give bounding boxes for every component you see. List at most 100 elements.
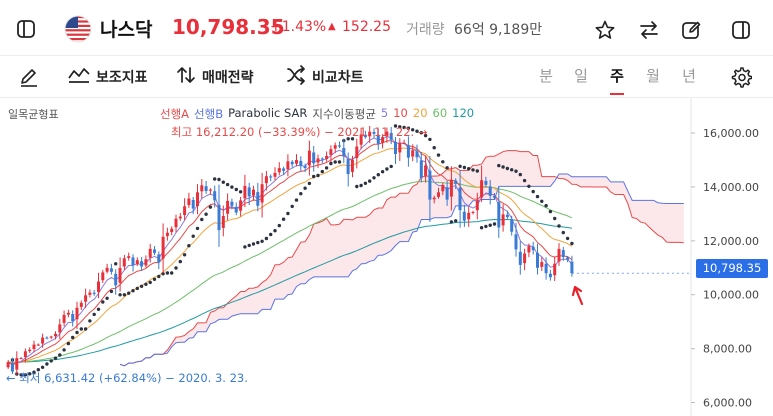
star-icon[interactable]	[592, 17, 618, 43]
y-tick-label: 14,000.00	[703, 181, 759, 194]
chart-canvas[interactable]: 16,000.00 14,000.00 12,000.00 10,000.00 8,00…	[0, 98, 773, 416]
y-tick-label: 8,000.00	[703, 343, 752, 356]
panel-icon[interactable]	[728, 17, 754, 43]
sar-dot	[28, 372, 32, 376]
period-day[interactable]: 일	[574, 67, 588, 85]
sar-dot	[122, 293, 127, 297]
period-month[interactable]: 월	[646, 67, 660, 85]
sar-dot	[527, 184, 531, 188]
sar-dot	[359, 183, 363, 188]
sar-dot	[368, 179, 372, 183]
sar-dot	[269, 232, 273, 237]
candle-body	[570, 261, 574, 274]
trade-strategy-button[interactable]: 매매전략	[176, 64, 254, 90]
sar-dot	[540, 199, 544, 203]
sar-dot	[488, 223, 492, 227]
candle-body	[372, 132, 376, 134]
span-b-line	[119, 173, 684, 367]
candle-body	[243, 185, 247, 199]
sar-dot	[221, 180, 225, 184]
candle-body	[58, 324, 62, 333]
candle-body	[432, 197, 436, 200]
sar-dot	[260, 239, 264, 243]
candle-body	[273, 172, 277, 177]
sar-dot	[290, 204, 294, 209]
candle-body	[144, 259, 148, 266]
pencil-icon[interactable]	[16, 64, 42, 90]
candle-body	[394, 141, 397, 154]
compare-button[interactable]: 비교차트	[286, 64, 364, 90]
candle-body	[88, 292, 92, 295]
sar-dot	[299, 192, 303, 196]
sar-dot	[114, 262, 118, 266]
period-week[interactable]: 주	[605, 64, 629, 95]
sar-dot	[484, 224, 488, 229]
sar-dot	[307, 181, 312, 186]
sar-dot	[432, 146, 436, 150]
sar-dot	[165, 271, 170, 275]
sar-dot	[303, 186, 307, 190]
sar-dot	[544, 204, 548, 208]
candle-body	[350, 160, 354, 172]
sar-dot	[445, 166, 449, 170]
sar-dot	[101, 300, 105, 304]
sar-dot	[570, 241, 574, 246]
candle-body	[561, 250, 565, 257]
sar-dot	[350, 137, 355, 141]
sar-dot	[389, 164, 393, 169]
sar-dot	[187, 244, 191, 248]
candle-body	[66, 312, 70, 315]
change-percent: +1.43%	[270, 19, 327, 35]
change-value: 152.25	[342, 19, 391, 35]
candle-body	[170, 228, 174, 233]
compare-label: 비교차트	[312, 70, 364, 86]
indicator-button[interactable]: 보조지표	[68, 64, 148, 90]
sar-dot	[264, 236, 269, 241]
sar-dot	[49, 359, 53, 363]
sidebar-icon[interactable]	[14, 17, 38, 41]
candle-body	[28, 349, 32, 352]
candle-body	[338, 145, 341, 147]
price-chart[interactable]: 16,000.00 14,000.00 12,000.00 10,000.00 8,00…	[0, 98, 773, 416]
sar-dot	[548, 209, 553, 214]
legend-ma5: 5	[380, 106, 389, 120]
sar-dot	[88, 319, 92, 323]
sar-dot	[346, 137, 350, 141]
sar-dot	[238, 190, 243, 194]
sar-dot	[385, 167, 389, 171]
sar-dot	[518, 172, 522, 177]
candle-body	[458, 187, 462, 211]
sar-dot	[561, 230, 565, 235]
candle-body	[540, 262, 544, 267]
candle-body	[312, 152, 316, 164]
candle-body	[226, 200, 230, 214]
legend-ma10: 10	[393, 106, 408, 120]
candle-body	[389, 132, 393, 140]
candle-body	[527, 246, 531, 253]
sar-dot	[402, 125, 406, 130]
candle-body	[32, 344, 36, 349]
sar-dot	[32, 370, 36, 374]
candle-body	[475, 200, 479, 211]
sar-dot	[514, 169, 518, 173]
swap-icon[interactable]	[636, 17, 662, 43]
quote-header: 나스닥 10,798.35 +1.43% ▲ 152.25 거래량 66억 9,…	[0, 0, 773, 56]
sar-dot	[148, 280, 152, 285]
sar-dot	[531, 189, 535, 194]
sar-dot	[19, 373, 23, 377]
period-year[interactable]: 년	[682, 67, 696, 85]
candle-body	[548, 273, 552, 278]
sar-dot	[497, 163, 501, 168]
sar-dot	[467, 167, 471, 171]
candle-body	[557, 248, 561, 262]
candle-body	[415, 151, 419, 158]
sar-dot	[449, 220, 454, 224]
candle-body	[174, 218, 178, 228]
y-tick-label: 10,000.00	[703, 289, 759, 302]
gear-icon[interactable]	[728, 64, 754, 90]
edit-icon[interactable]	[678, 17, 704, 43]
candle-body	[6, 362, 10, 368]
sar-dot	[247, 243, 251, 248]
legend-ma20: 20	[412, 106, 428, 120]
period-minute[interactable]: 분	[539, 67, 553, 85]
